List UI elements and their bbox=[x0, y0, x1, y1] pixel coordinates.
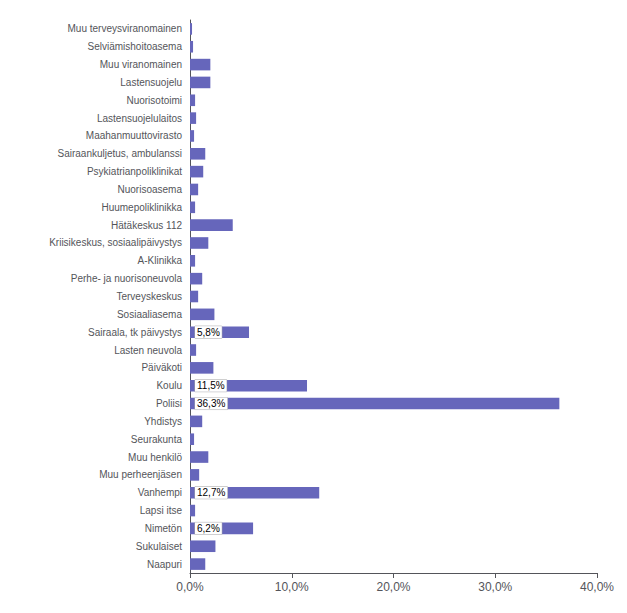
svg-text:Päiväkoti: Päiväkoti bbox=[141, 362, 182, 373]
svg-text:Huumepoliklinikka: Huumepoliklinikka bbox=[101, 202, 182, 213]
svg-text:Lasten neuvola: Lasten neuvola bbox=[114, 345, 182, 356]
svg-text:Kriisikeskus, sosiaalipäivysty: Kriisikeskus, sosiaalipäivystys bbox=[49, 237, 182, 248]
svg-text:Muu terveysviranomainen: Muu terveysviranomainen bbox=[68, 23, 183, 34]
svg-text:5,8%: 5,8% bbox=[197, 327, 220, 338]
svg-text:Psykiatrianpoliklinikat: Psykiatrianpoliklinikat bbox=[87, 166, 182, 177]
svg-text:Muu henkilö: Muu henkilö bbox=[128, 452, 182, 463]
svg-text:Terveyskeskus: Terveyskeskus bbox=[116, 291, 182, 302]
svg-text:Nuorisoasema: Nuorisoasema bbox=[118, 184, 183, 195]
svg-text:Sosiaaliasema: Sosiaaliasema bbox=[117, 309, 182, 320]
svg-text:36,3%: 36,3% bbox=[197, 398, 225, 409]
svg-text:Lastensuojelu: Lastensuojelu bbox=[120, 77, 182, 88]
svg-text:Naapuri: Naapuri bbox=[147, 559, 182, 570]
svg-text:Koulu: Koulu bbox=[156, 380, 182, 391]
svg-text:Poliisi: Poliisi bbox=[156, 398, 182, 409]
svg-text:Nimetön: Nimetön bbox=[145, 523, 182, 534]
svg-text:Perhe- ja nuorisoneuvola: Perhe- ja nuorisoneuvola bbox=[71, 273, 183, 284]
svg-text:Sairaala, tk päivystys: Sairaala, tk päivystys bbox=[88, 327, 182, 338]
svg-text:Yhdistys: Yhdistys bbox=[144, 416, 182, 427]
svg-text:Seurakunta: Seurakunta bbox=[131, 434, 183, 445]
svg-text:12,7%: 12,7% bbox=[197, 487, 225, 498]
svg-text:Vanhempi: Vanhempi bbox=[138, 487, 182, 498]
svg-text:Muu perheenjäsen: Muu perheenjäsen bbox=[99, 469, 182, 480]
svg-text:Selviämishoitoasema: Selviämishoitoasema bbox=[88, 41, 183, 52]
svg-text:11,5%: 11,5% bbox=[197, 380, 225, 391]
svg-text:Lastensuojelulaitos: Lastensuojelulaitos bbox=[97, 113, 182, 124]
svg-text:20,0%: 20,0% bbox=[376, 580, 410, 594]
svg-text:Maahanmuuttovirasto: Maahanmuuttovirasto bbox=[86, 130, 183, 141]
svg-text:Sukulaiset: Sukulaiset bbox=[136, 541, 182, 552]
svg-text:A-Klinikka: A-Klinikka bbox=[138, 255, 183, 266]
svg-text:Sairaankuljetus, ambulanssi: Sairaankuljetus, ambulanssi bbox=[57, 148, 182, 159]
svg-text:6,2%: 6,2% bbox=[197, 523, 220, 534]
svg-text:10,0%: 10,0% bbox=[275, 580, 309, 594]
svg-text:Nuorisotoimi: Nuorisotoimi bbox=[126, 95, 182, 106]
svg-text:30,0%: 30,0% bbox=[478, 580, 512, 594]
svg-text:Lapsi itse: Lapsi itse bbox=[140, 505, 183, 516]
svg-text:0,0%: 0,0% bbox=[176, 580, 204, 594]
svg-text:Muu viranomainen: Muu viranomainen bbox=[100, 59, 182, 70]
svg-text:Hätäkeskus 112: Hätäkeskus 112 bbox=[111, 220, 182, 231]
svg-text:40,0%: 40,0% bbox=[580, 580, 614, 594]
